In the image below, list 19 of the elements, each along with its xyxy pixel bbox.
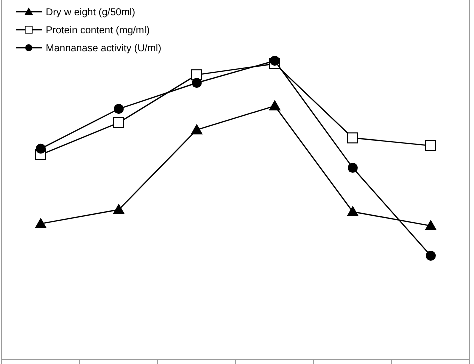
point [348, 132, 358, 144]
point [348, 163, 358, 174]
point [347, 206, 359, 216]
point [192, 70, 202, 81]
point [270, 56, 280, 66]
point [114, 104, 124, 114]
legend-label: Dry w eight (g/50ml) [46, 8, 136, 18]
point [191, 124, 203, 135]
point [192, 78, 202, 88]
point [114, 117, 124, 128]
point [35, 218, 47, 228]
point [426, 140, 436, 152]
point [269, 100, 281, 111]
legend-label: Protein content (mg/ml) [46, 26, 150, 36]
point [36, 144, 46, 154]
point [113, 204, 125, 214]
legend-label: Mannanase activity (U/ml) [46, 44, 162, 54]
point [426, 250, 436, 261]
point [425, 220, 437, 231]
